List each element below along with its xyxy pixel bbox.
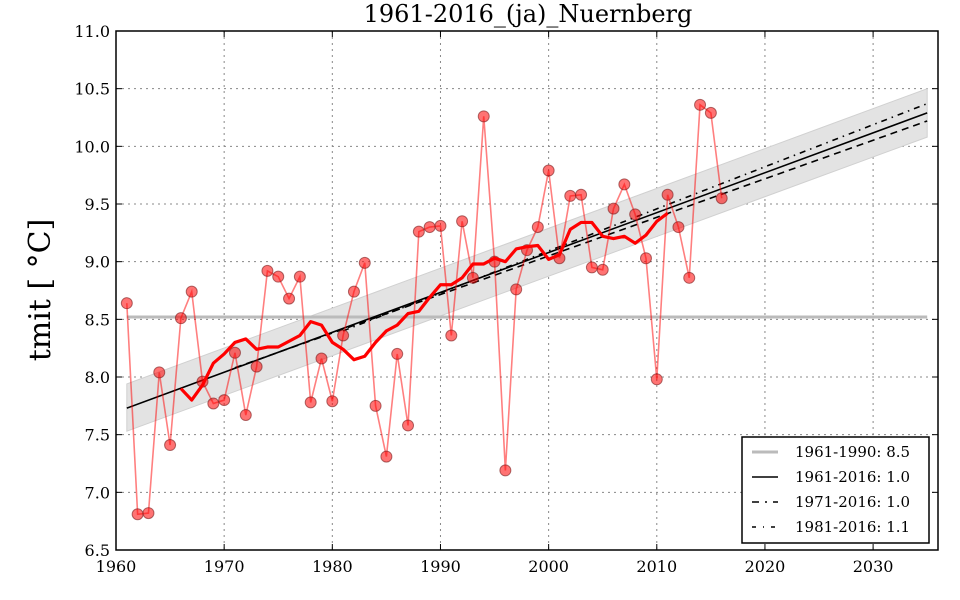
- legend-label: 1981-2016: 1.1: [795, 518, 910, 536]
- data-point: [596, 263, 609, 276]
- data-point: [575, 188, 588, 201]
- data-point: [337, 329, 350, 342]
- data-point: [639, 252, 652, 265]
- data-point: [661, 188, 674, 201]
- data-point: [218, 394, 231, 407]
- data-point: [412, 225, 425, 238]
- data-point: [228, 346, 241, 359]
- data-point: [499, 464, 512, 477]
- y-tick-label: 11.0: [74, 22, 110, 41]
- running-mean-line: [179, 211, 669, 402]
- data-point: [650, 373, 663, 386]
- data-point: [261, 264, 274, 277]
- data-point: [704, 106, 717, 119]
- y-tick-label: 7.5: [85, 426, 110, 445]
- annual-series: [120, 98, 728, 521]
- legend-label: 1961-2016: 1.0: [795, 468, 910, 486]
- data-point: [347, 285, 360, 298]
- x-tick-label: 2030: [853, 557, 894, 576]
- data-point: [672, 221, 685, 234]
- data-point: [585, 261, 598, 274]
- y-tick-label: 8.0: [85, 368, 110, 387]
- data-point: [369, 399, 382, 412]
- data-point: [239, 409, 252, 422]
- data-point: [283, 292, 296, 305]
- data-point: [683, 271, 696, 284]
- data-point: [466, 271, 479, 284]
- data-point: [618, 178, 631, 191]
- legend-box: [741, 436, 930, 544]
- data-point: [445, 329, 458, 342]
- trend-lines: [126, 102, 928, 409]
- y-tick-label: 10.5: [74, 80, 110, 99]
- plot-frame: [115, 30, 939, 551]
- chart-title: 1961-2016_(ja)_Nuernberg: [364, 0, 693, 28]
- y-tick-label: 8.5: [85, 310, 110, 329]
- data-point: [358, 256, 371, 269]
- legend: 1961-1990: 8.5 1961-2016: 1.0 1971-2016: 1…: [741, 436, 930, 544]
- x-tick-label: 1970: [204, 557, 245, 576]
- data-point: [380, 450, 393, 463]
- data-point: [272, 270, 285, 283]
- data-point: [250, 360, 263, 373]
- x-tick-label: 2010: [636, 557, 677, 576]
- data-point: [174, 312, 187, 325]
- data-point: [434, 219, 447, 232]
- data-point: [531, 221, 544, 234]
- data-point: [315, 352, 328, 365]
- data-point: [293, 270, 306, 283]
- data-point: [477, 110, 490, 123]
- y-tick-label: 6.5: [85, 541, 110, 560]
- data-point: [391, 347, 404, 360]
- data-point: [715, 192, 728, 205]
- data-point: [131, 508, 144, 521]
- y-tick-label: 9.5: [85, 195, 110, 214]
- x-tick-label: 2020: [745, 557, 786, 576]
- data-point: [694, 98, 707, 111]
- x-tick-label: 2000: [528, 557, 569, 576]
- legend-label: 1971-2016: 1.0: [795, 493, 910, 511]
- data-point: [607, 202, 620, 215]
- data-point: [510, 283, 523, 296]
- smoothed-series: [179, 211, 669, 402]
- data-point: [629, 208, 642, 221]
- ticks: 1960 1970 1980 1990 2000 2010 2020 2030 6.5 7.0 7.…: [74, 22, 938, 576]
- data-point: [120, 297, 133, 310]
- x-tick-label: 1960: [96, 557, 137, 576]
- data-point: [142, 507, 155, 520]
- y-axis-label: tmit [ °C]: [23, 219, 58, 362]
- data-point: [402, 419, 415, 432]
- data-point: [153, 366, 166, 379]
- data-point: [542, 164, 555, 177]
- data-point: [326, 395, 339, 408]
- data-point: [304, 396, 317, 409]
- y-tick-label: 7.0: [85, 483, 110, 502]
- y-tick-label: 10.0: [74, 137, 110, 156]
- data-point: [423, 221, 436, 234]
- data-point: [207, 397, 220, 410]
- y-tick-label: 9.0: [85, 253, 110, 272]
- data-point: [456, 215, 469, 228]
- data-point: [164, 439, 177, 452]
- x-tick-label: 1990: [420, 557, 461, 576]
- trend-line-dashed: [234, 120, 928, 369]
- legend-label: 1961-1990: 8.5: [795, 443, 910, 461]
- data-point: [564, 189, 577, 202]
- data-point: [185, 285, 198, 298]
- x-tick-label: 1980: [312, 557, 353, 576]
